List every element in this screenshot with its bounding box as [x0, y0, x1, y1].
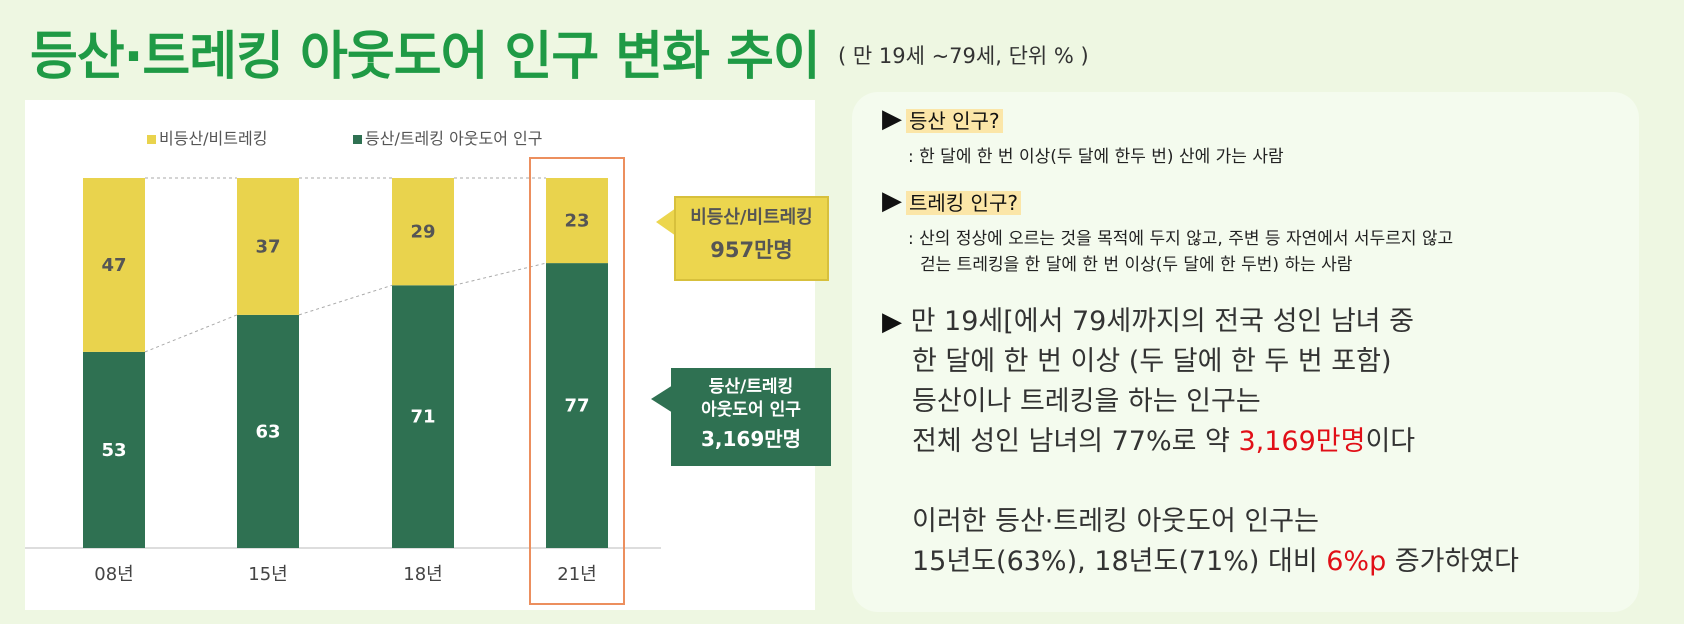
info-panel: ▶ 등산 인구? : 한 달에 한 번 이상(두 달에 한두 번) 산에 가는 사… — [852, 92, 1639, 612]
q-hiking-desc: : 한 달에 한 번 이상(두 달에 한두 번) 산에 가는 사람 — [908, 147, 1284, 167]
data-label-non-hiking-21년: 23 — [564, 211, 589, 232]
data-label-hiking-15년: 63 — [255, 421, 280, 442]
callout-non-hiking-label: 비등산/비트레킹 — [690, 207, 813, 228]
q-trekking-desc-1: : 산의 정상에 오르는 것을 목적에 두지 않고, 주변 등 자연에서 서두르… — [908, 229, 1454, 249]
data-label-hiking-18년: 71 — [410, 407, 435, 428]
callout-hiking-value: 3,169만명 — [700, 426, 802, 451]
q-trekking-desc-2: 걷는 트레킹을 한 달에 한 번 이상(두 달에 한 두번) 하는 사람 — [920, 255, 1353, 275]
bar-hiking-18년 — [392, 285, 454, 548]
connector-hiking-0 — [144, 314, 238, 353]
data-label-non-hiking-08년: 47 — [101, 255, 126, 276]
connector-hiking-2 — [453, 262, 547, 286]
summary-line-2: 한 달에 한 번 이상 (두 달에 한 두 번 포함) — [912, 346, 1392, 377]
bar-non-hiking-21년 — [546, 178, 608, 264]
summary-line-6-pre: 15년도(63%), 18년도(71%) 대비 — [912, 546, 1327, 577]
bar-non-hiking-18년 — [392, 178, 454, 286]
unit-note: ( 만 19세 ~79세, 단위 % ) — [838, 44, 1089, 68]
summary-line-4-pre: 전체 성인 남녀의 77%로 약 — [912, 426, 1239, 457]
x-tick-label-18년: 18년 — [403, 564, 442, 585]
legend-swatch-hiking — [353, 135, 362, 144]
summary-line-6-post: 증가하였다 — [1386, 546, 1520, 577]
summary-line-4: 전체 성인 남녀의 77%로 약 3,169만명이다 — [882, 422, 1519, 462]
summary-line-1: 만 19세[에서 79세까지의 전국 성인 남녀 중 — [910, 306, 1414, 337]
triangle-right-icon: ▶ — [882, 186, 902, 216]
callout-pointer-green — [651, 385, 673, 413]
summary-line-4-post: 이다 — [1365, 426, 1416, 457]
callout-hiking-label: 등산/트레킹 — [708, 377, 794, 397]
callout-hiking: 등산/트레킹 아웃도어 인구 3,169만명 — [671, 368, 831, 466]
summary-line-3: 등산이나 트레킹을 하는 인구는 — [912, 386, 1261, 417]
page-title: 등산·트레킹 아웃도어 인구 변화 추이 — [30, 27, 821, 87]
chart-panel: 비등산/비트레킹 등산/트레킹 아웃도어 인구 53 47 08년 63 37 15년 71 29… — [25, 100, 831, 610]
summary-line-5: 이러한 등산·트레킹 아웃도어 인구는 — [912, 506, 1319, 537]
summary-highlight-population: 3,169만명 — [1238, 426, 1366, 457]
bar-hiking-08년 — [83, 351, 145, 548]
callout-hiking-label-2: 아웃도어 인구 — [701, 399, 801, 420]
summary-text: ▶ 만 19세[에서 79세까지의 전국 성인 남녀 중 한 달에 한 번 이상… — [882, 302, 1519, 582]
bar-non-hiking-15년 — [237, 178, 299, 315]
highlight-box-21년 — [529, 157, 625, 605]
connector-hiking-1 — [298, 284, 393, 316]
data-label-hiking-21년: 77 — [564, 396, 589, 417]
bar-hiking-15년 — [237, 314, 299, 548]
legend-label-hiking: 등산/트레킹 아웃도어 인구 — [365, 129, 542, 148]
q-trekking-label: 트레킹 인구? — [906, 190, 1021, 215]
legend-label-non-hiking: 비등산/비트레킹 — [159, 129, 267, 148]
summary-line-6: 15년도(63%), 18년도(71%) 대비 6%p 증가하였다 — [882, 542, 1519, 582]
legend-swatch-non-hiking — [147, 135, 156, 144]
triangle-right-icon: ▶ — [882, 104, 902, 134]
triangle-right-icon: ▶ — [882, 307, 902, 337]
x-tick-label-21년: 21년 — [557, 564, 596, 585]
callout-non-hiking-value: 957만명 — [710, 238, 793, 263]
bar-non-hiking-08년 — [83, 178, 145, 352]
bar-hiking-21년 — [546, 263, 608, 548]
callout-non-hiking: 비등산/비트레킹 957만명 — [674, 196, 829, 281]
x-tick-label-08년: 08년 — [94, 564, 133, 585]
summary-highlight-increase: 6%p — [1326, 546, 1387, 577]
q-hiking-label: 등산 인구? — [906, 108, 1003, 133]
data-label-hiking-08년: 53 — [101, 440, 126, 461]
data-label-non-hiking-15년: 37 — [255, 236, 280, 257]
callout-pointer-yellow — [656, 208, 676, 236]
data-label-non-hiking-18년: 29 — [410, 222, 435, 243]
stacked-bar-chart: 비등산/비트레킹 등산/트레킹 아웃도어 인구 53 47 08년 63 37 15년 71 29… — [25, 129, 661, 605]
q-hiking: ▶ 등산 인구? — [882, 104, 1003, 134]
x-tick-label-15년: 15년 — [248, 564, 287, 585]
q-trekking: ▶ 트레킹 인구? — [882, 186, 1021, 216]
